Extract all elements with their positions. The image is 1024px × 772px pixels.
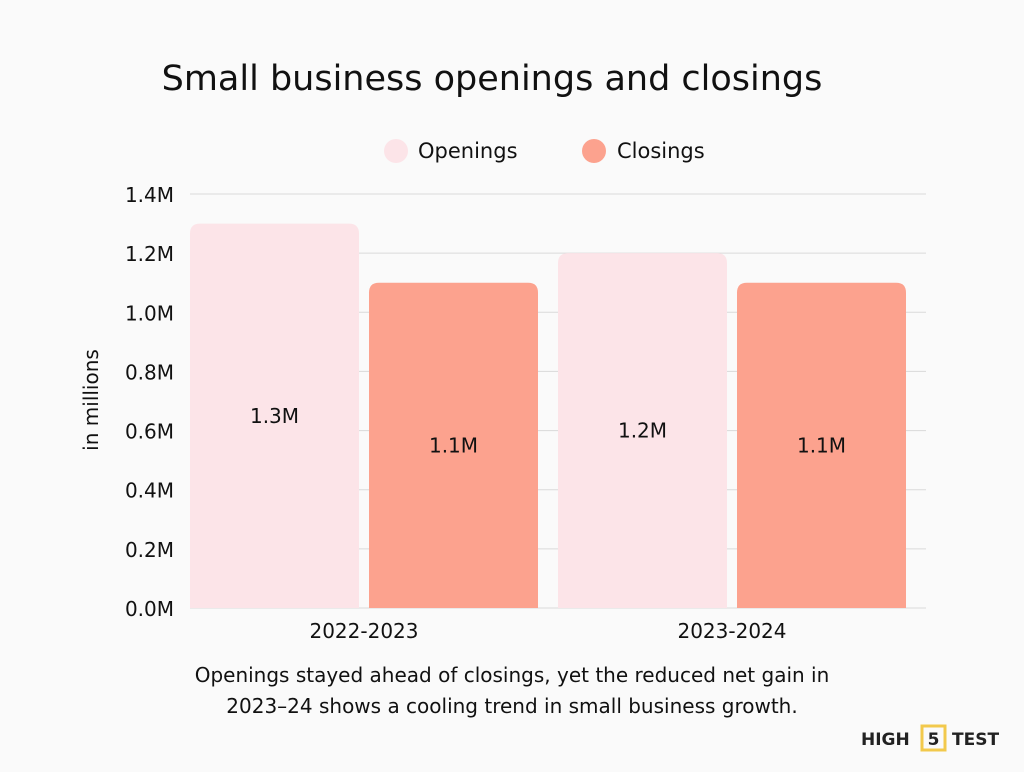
legend-swatch-closings [582, 139, 606, 163]
y-tick-label: 0.2M [125, 538, 174, 562]
bar-openings-2022-2023 [190, 223, 359, 609]
logo-text-high: HIGH [861, 730, 910, 750]
chart-title: Small business openings and closings [162, 59, 823, 99]
data-label: 1.3M [250, 404, 299, 428]
logo-text-5: 5 [928, 730, 940, 750]
legend-swatch-openings [384, 139, 408, 163]
bar-closings-2022-2023 [369, 282, 538, 608]
legend-label-closings: Closings [617, 139, 705, 163]
logo-text-test: TEST [952, 730, 999, 750]
legend-label-openings: Openings [418, 139, 518, 163]
caption-line-2: 2023–24 shows a cooling trend in small b… [226, 694, 797, 718]
data-label: 1.1M [797, 433, 846, 457]
bar-openings-2023-2024 [558, 253, 727, 608]
legend: Openings Closings [384, 139, 705, 163]
y-tick-label: 1.0M [125, 301, 174, 325]
caption-line-1: Openings stayed ahead of closings, yet t… [195, 663, 830, 687]
bar-closings-2023-2024 [737, 282, 906, 608]
data-label: 1.1M [429, 433, 478, 457]
logo: HIGH 5 TEST [861, 724, 999, 752]
y-axis-label: in millions [79, 349, 103, 451]
y-tick-label: 0.4M [125, 479, 174, 503]
y-tick-label: 0.0M [125, 597, 174, 621]
y-tick-label: 1.4M [125, 183, 174, 207]
y-tick-label: 0.6M [125, 420, 174, 444]
x-tick-label: 2023-2024 [677, 619, 786, 643]
y-tick-label: 1.2M [125, 242, 174, 266]
y-tick-label: 0.8M [125, 360, 174, 384]
logo-box [920, 724, 947, 752]
x-tick-label: 2022-2023 [309, 619, 418, 643]
data-label: 1.2M [618, 419, 667, 443]
